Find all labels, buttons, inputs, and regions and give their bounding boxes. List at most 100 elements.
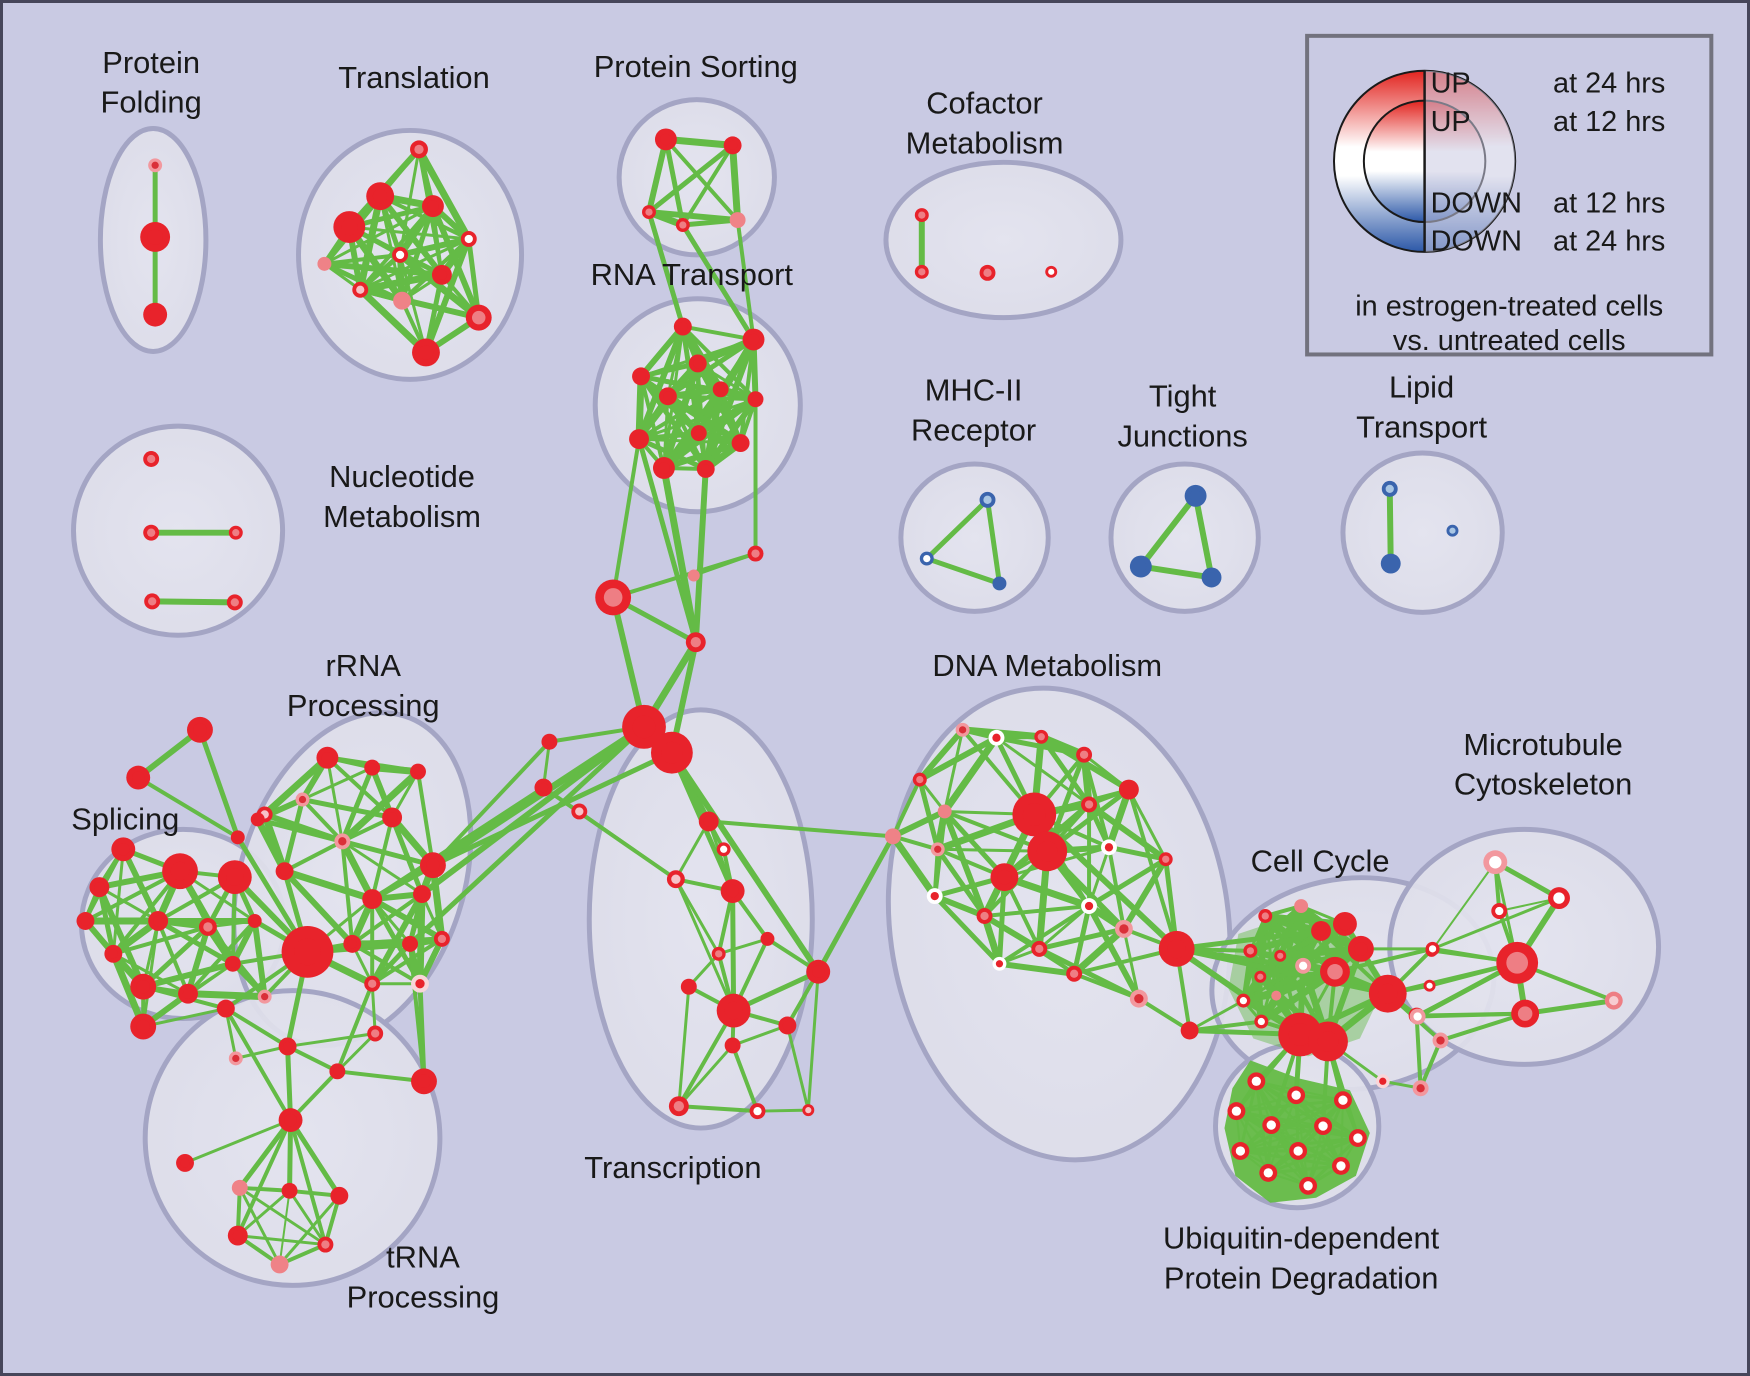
- gene-node-core-12hr: [1084, 901, 1094, 911]
- network-edge: [223, 1006, 290, 1049]
- gene-node-dna-metabolism: [1066, 965, 1083, 982]
- network-edge: [281, 867, 376, 903]
- network-edge: [931, 893, 988, 919]
- gene-node-rrna-processing: [413, 885, 431, 904]
- gene-node-core-12hr: [1037, 733, 1045, 741]
- network-edge: [278, 1194, 341, 1266]
- network-edge: [1137, 492, 1199, 570]
- gene-node-ubiquitin-degradation: [1247, 1072, 1266, 1091]
- gene-node-core-12hr: [1134, 993, 1144, 1004]
- gene-node-rrna-processing: [316, 746, 339, 769]
- gene-node-core-12hr: [1609, 995, 1619, 1006]
- network-edge: [415, 145, 473, 243]
- gene-node-microtubule-cytoskeleton: [1604, 991, 1623, 1010]
- gene-node-core-12hr: [182, 988, 194, 999]
- network-edge: [236, 1234, 327, 1247]
- gene-node-translation: [412, 338, 440, 367]
- network-edge: [994, 736, 1091, 806]
- gene-node-core-12hr: [983, 495, 992, 504]
- gene-node-core-12hr: [715, 950, 723, 958]
- gene-node-core-12hr: [1353, 1133, 1363, 1143]
- network-edge: [636, 436, 709, 472]
- legend-direction-label: UP: [1431, 67, 1471, 99]
- network-edge: [1415, 1011, 1528, 1019]
- gene-node-core-12hr: [1517, 1006, 1533, 1021]
- network-edge: [982, 904, 1092, 918]
- gene-node-dna-metabolism: [1034, 729, 1049, 744]
- gene-node-core-12hr: [923, 554, 931, 563]
- gene-node-core-12hr: [918, 211, 926, 219]
- gene-node-dna-metabolism: [1012, 792, 1057, 837]
- gene-node-core-12hr: [147, 528, 156, 537]
- cluster-label-rna-transport: RNA Transport: [591, 257, 794, 292]
- gene-node-core-12hr: [282, 1041, 293, 1052]
- gene-node-core-12hr: [472, 310, 486, 325]
- network-edge: [635, 372, 645, 443]
- network-edge: [183, 1118, 293, 1165]
- gene-node-transcription: [666, 870, 685, 889]
- cluster-ellipse-protein-sorting: [616, 97, 777, 258]
- gene-node-core-12hr: [1553, 892, 1565, 904]
- gene-node-bridge: [1412, 1080, 1429, 1097]
- gene-node-core-12hr: [333, 1067, 342, 1076]
- network-edge: [335, 981, 375, 1074]
- gene-node-transcription: [698, 811, 719, 832]
- gene-node-core-12hr: [1246, 947, 1254, 955]
- gene-node-core-12hr: [368, 763, 377, 772]
- cluster-ellipse-mhc-ii-receptor: [898, 461, 1051, 614]
- network-edge: [662, 135, 737, 149]
- gene-node-core-12hr: [633, 433, 645, 445]
- cluster-label-mhc-ii-receptor: MHC-II: [925, 372, 1023, 407]
- gene-node-core-12hr: [716, 385, 725, 394]
- gene-node-core-12hr: [230, 598, 239, 607]
- gene-node-core-12hr: [1022, 803, 1046, 826]
- network-edge: [1266, 1098, 1345, 1175]
- cluster-label-cofactor-metabolism: Metabolism: [906, 126, 1064, 161]
- gene-node-transcription: [749, 1103, 766, 1120]
- gene-node-transcription: [720, 879, 745, 904]
- gene-node-core-12hr: [1318, 1121, 1328, 1131]
- gene-node-core-12hr: [321, 751, 334, 764]
- gene-node-splicing: [130, 973, 157, 1000]
- network-edge: [223, 1006, 293, 1123]
- gene-node-core-12hr: [678, 321, 688, 332]
- network-edge: [702, 336, 757, 472]
- gene-node-ubiquitin-degradation: [1287, 1086, 1306, 1105]
- gene-node-splicing: [178, 983, 198, 1004]
- network-edge: [674, 877, 736, 1013]
- gene-node-rrna-processing: [250, 812, 265, 827]
- gene-node-core-12hr: [285, 1186, 294, 1195]
- network-edge: [996, 874, 1007, 967]
- gene-node-core-12hr: [386, 812, 398, 823]
- network-edge: [706, 819, 895, 839]
- gene-node-rna-transport: [731, 434, 750, 453]
- network-edge: [322, 204, 435, 266]
- network-edge: [611, 437, 642, 600]
- gene-node-core-12hr: [1048, 268, 1055, 275]
- gene-node-core-12hr: [1317, 1031, 1339, 1052]
- gene-node-core-12hr: [1315, 925, 1327, 937]
- gene-node-trna-processing: [176, 1153, 194, 1172]
- legend-caption: vs. untreated cells: [1393, 325, 1626, 357]
- gene-node-dna-metabolism: [1027, 831, 1068, 872]
- network-edge: [466, 236, 482, 321]
- gene-node-core-12hr: [261, 993, 269, 1001]
- network-edge: [340, 839, 424, 896]
- network-edge: [660, 440, 744, 471]
- gene-node-core-12hr: [1189, 490, 1202, 502]
- gene-node-core-12hr: [1293, 1146, 1303, 1156]
- network-edge: [1522, 998, 1617, 1017]
- network-edge: [335, 1031, 377, 1073]
- gene-node-core-12hr: [436, 269, 448, 280]
- gene-node-core-12hr: [694, 428, 703, 438]
- gene-node-core-12hr: [1506, 951, 1529, 974]
- gene-node-core-12hr: [228, 959, 237, 968]
- legend-time-label: at 12 hrs: [1553, 188, 1665, 220]
- cluster-label-translation: Translation: [338, 60, 490, 95]
- gene-node-rrna-processing: [411, 974, 429, 993]
- network-edge: [662, 394, 670, 470]
- gene-node-translation: [317, 256, 332, 271]
- network-edge: [1386, 485, 1394, 567]
- gene-node-dna-metabolism: [1081, 796, 1098, 813]
- gene-node-core-12hr: [395, 250, 405, 260]
